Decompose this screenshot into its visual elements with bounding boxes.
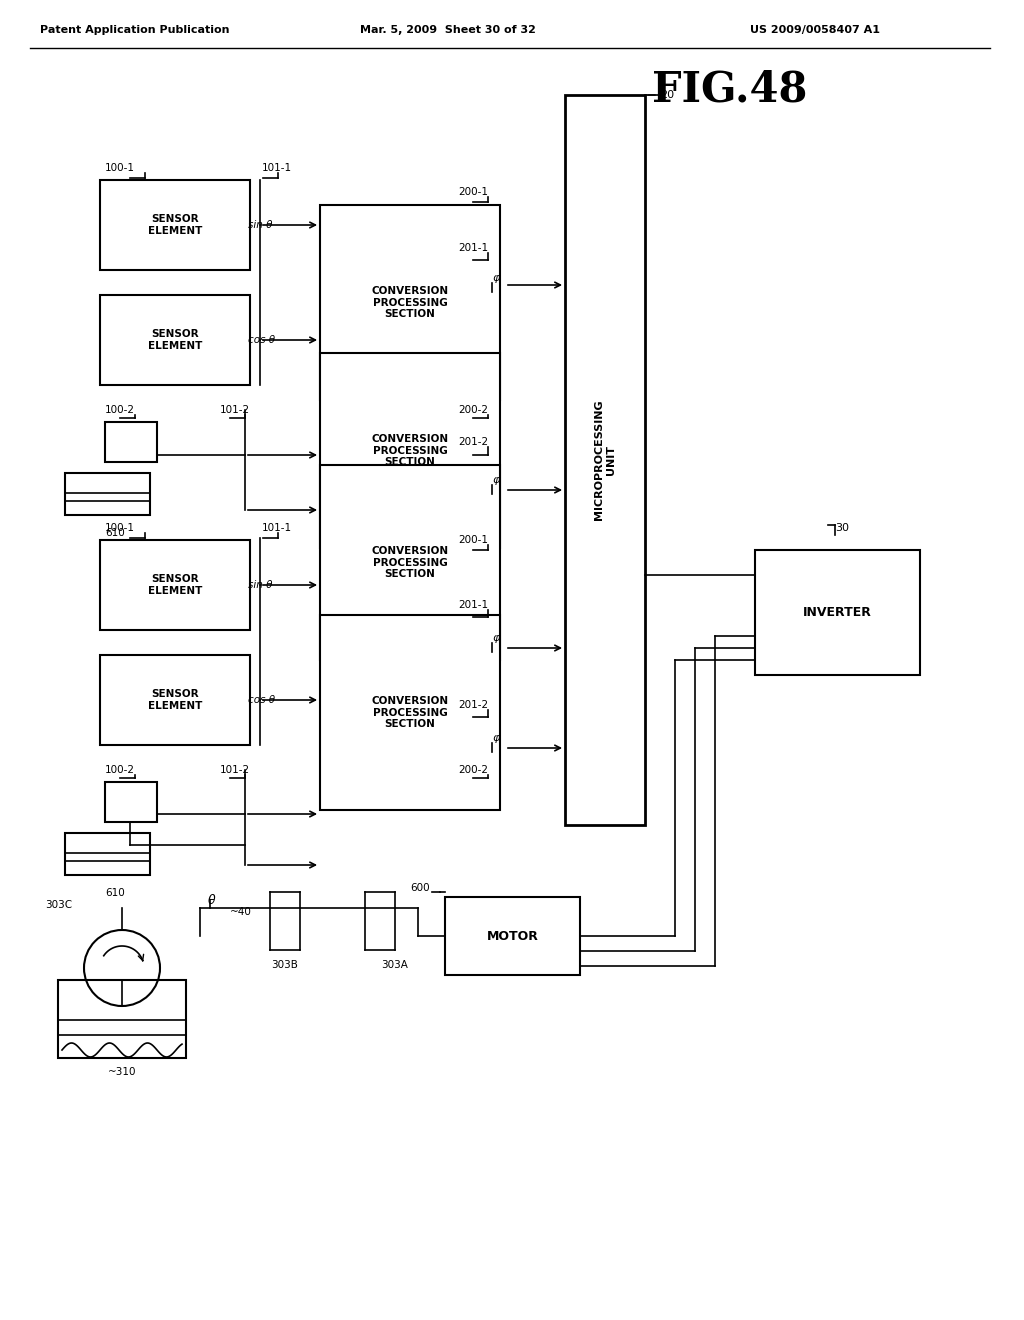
- Text: φ: φ: [492, 733, 500, 743]
- Text: ~310: ~310: [108, 1067, 136, 1077]
- Bar: [319, 205, 500, 400]
- Text: 30: 30: [836, 523, 850, 533]
- Text: INVERTER: INVERTER: [803, 606, 872, 619]
- Text: 201-2: 201-2: [458, 700, 488, 710]
- Text: θ: θ: [208, 894, 216, 907]
- Text: FIG.48: FIG.48: [652, 69, 808, 111]
- Bar: [65, 473, 150, 515]
- Text: 101-2: 101-2: [220, 766, 250, 775]
- Text: cos θ: cos θ: [248, 696, 275, 705]
- Text: 200-1: 200-1: [458, 535, 488, 545]
- Text: sin θ: sin θ: [248, 579, 272, 590]
- Text: cos θ: cos θ: [248, 335, 275, 345]
- Bar: [565, 95, 645, 825]
- Bar: [100, 540, 250, 630]
- Text: φ: φ: [492, 273, 500, 282]
- Text: ~40: ~40: [230, 907, 252, 917]
- Bar: [58, 979, 186, 1059]
- Text: SENSOR
ELEMENT: SENSOR ELEMENT: [147, 574, 202, 595]
- Text: sin θ: sin θ: [248, 220, 272, 230]
- Text: 600: 600: [410, 883, 430, 894]
- Text: 100-2: 100-2: [105, 766, 135, 775]
- Bar: [105, 781, 157, 822]
- Text: 200-2: 200-2: [458, 405, 488, 414]
- Text: 200-2: 200-2: [458, 766, 488, 775]
- Text: Patent Application Publication: Patent Application Publication: [40, 25, 229, 36]
- Text: 201-2: 201-2: [458, 437, 488, 447]
- Bar: [319, 465, 500, 660]
- Text: 100-2: 100-2: [105, 405, 135, 414]
- Text: US 2009/0058407 A1: US 2009/0058407 A1: [750, 25, 880, 36]
- Text: 100-1: 100-1: [105, 523, 135, 533]
- Bar: [100, 294, 250, 385]
- Bar: [445, 898, 580, 975]
- Bar: [319, 352, 500, 548]
- Text: 610: 610: [105, 528, 125, 539]
- Text: 303A: 303A: [382, 960, 409, 970]
- Bar: [100, 655, 250, 744]
- Bar: [65, 833, 150, 875]
- Text: SENSOR
ELEMENT: SENSOR ELEMENT: [147, 329, 202, 351]
- Text: 201-1: 201-1: [458, 601, 488, 610]
- Text: CONVERSION
PROCESSING
SECTION: CONVERSION PROCESSING SECTION: [372, 696, 449, 729]
- Text: 303C: 303C: [45, 900, 72, 909]
- Text: 201-1: 201-1: [458, 243, 488, 253]
- Bar: [755, 550, 920, 675]
- Text: 101-1: 101-1: [262, 162, 292, 173]
- Text: SENSOR
ELEMENT: SENSOR ELEMENT: [147, 689, 202, 710]
- Text: 100-1: 100-1: [105, 162, 135, 173]
- Text: φ: φ: [492, 475, 500, 484]
- Text: 101-1: 101-1: [262, 523, 292, 533]
- Text: 303B: 303B: [271, 960, 298, 970]
- Text: CONVERSION
PROCESSING
SECTION: CONVERSION PROCESSING SECTION: [372, 434, 449, 467]
- Text: 610: 610: [105, 888, 125, 898]
- Text: 200-1: 200-1: [458, 187, 488, 197]
- Text: SENSOR
ELEMENT: SENSOR ELEMENT: [147, 214, 202, 236]
- Bar: [319, 615, 500, 810]
- Text: CONVERSION
PROCESSING
SECTION: CONVERSION PROCESSING SECTION: [372, 286, 449, 319]
- Text: MICROPROCESSING
UNIT: MICROPROCESSING UNIT: [594, 400, 615, 520]
- Bar: [105, 422, 157, 462]
- Text: Mar. 5, 2009  Sheet 30 of 32: Mar. 5, 2009 Sheet 30 of 32: [360, 25, 536, 36]
- Text: φ: φ: [492, 634, 500, 643]
- Text: 20: 20: [660, 90, 674, 100]
- Text: CONVERSION
PROCESSING
SECTION: CONVERSION PROCESSING SECTION: [372, 546, 449, 579]
- Text: MOTOR: MOTOR: [486, 929, 539, 942]
- Text: 101-2: 101-2: [220, 405, 250, 414]
- Bar: [100, 180, 250, 271]
